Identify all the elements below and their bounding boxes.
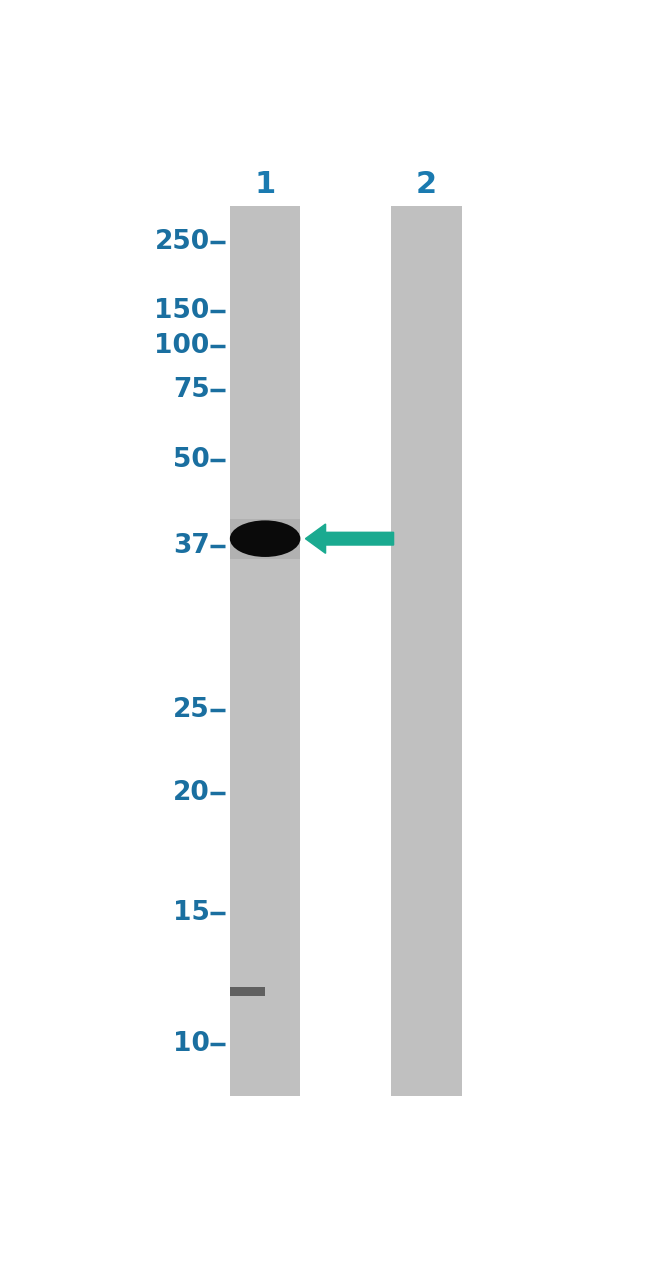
Text: 75: 75: [173, 377, 210, 403]
Text: 50: 50: [173, 447, 210, 474]
Text: 10: 10: [173, 1031, 210, 1057]
FancyArrow shape: [306, 525, 393, 554]
Bar: [230, 987, 265, 997]
Text: 15: 15: [173, 900, 210, 926]
Ellipse shape: [230, 521, 300, 558]
Text: 25: 25: [173, 697, 210, 723]
Text: 1: 1: [255, 170, 276, 199]
Text: 250: 250: [155, 230, 210, 255]
Bar: [391, 206, 462, 1096]
Text: 20: 20: [173, 780, 210, 806]
Bar: [230, 518, 300, 559]
Text: 37: 37: [173, 532, 210, 559]
Text: 100: 100: [155, 333, 210, 359]
Text: 150: 150: [155, 298, 210, 324]
Text: 2: 2: [416, 170, 437, 199]
Bar: [230, 206, 300, 1096]
